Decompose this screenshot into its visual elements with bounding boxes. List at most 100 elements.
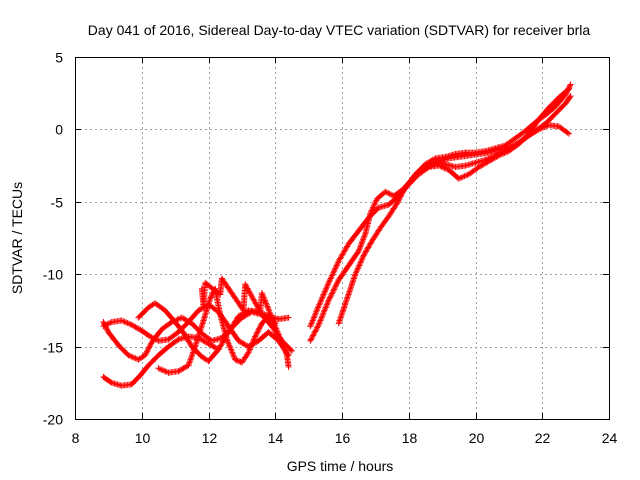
data-point <box>165 368 180 376</box>
data-point <box>465 165 481 178</box>
data-point <box>135 353 147 363</box>
data-point <box>192 319 206 350</box>
data-point <box>105 329 121 347</box>
data-point <box>545 95 561 111</box>
axis-ticks: 8 10 12 14 16 18 20 22 24 -20 -15 -10 -5 0 5 <box>43 50 618 447</box>
data-point <box>172 319 188 337</box>
data-points <box>100 81 574 389</box>
data-point <box>335 263 351 283</box>
data-point <box>182 332 195 349</box>
data-point <box>335 297 350 327</box>
data-point <box>360 239 375 259</box>
data-point <box>200 281 209 310</box>
x-tick-label: 24 <box>602 430 618 446</box>
data-point <box>137 363 151 379</box>
y-tick-label: -10 <box>43 267 63 283</box>
data-point <box>352 253 367 278</box>
data-point <box>275 314 292 323</box>
y-tick-label: -5 <box>51 195 64 211</box>
data-point <box>475 159 491 170</box>
data-point <box>142 340 155 359</box>
data-point <box>345 228 361 247</box>
data-point <box>412 162 428 178</box>
data-point <box>158 319 174 333</box>
data-point <box>135 305 151 321</box>
data-point <box>315 298 332 328</box>
data-point <box>562 81 574 98</box>
data-point <box>502 143 518 155</box>
data-point <box>552 101 568 117</box>
data-point <box>252 321 265 340</box>
x-tick-label: 20 <box>469 430 485 446</box>
data-point <box>325 259 341 286</box>
data-point <box>542 104 558 118</box>
data-point <box>512 128 528 142</box>
data-point <box>217 311 230 341</box>
data-point <box>522 120 538 134</box>
data-point <box>138 327 152 339</box>
data-point <box>555 123 572 137</box>
data-point <box>265 329 281 343</box>
data-point <box>369 226 383 244</box>
data-point <box>145 353 161 369</box>
data-point <box>562 93 574 107</box>
y-tick-label: 0 <box>55 122 63 138</box>
data-point <box>155 344 171 359</box>
y-tick-label: -15 <box>43 340 63 356</box>
data-point <box>307 304 321 330</box>
x-axis-label: GPS time / hours <box>287 458 394 474</box>
chart-title: Day 041 of 2016, Sidereal Day-to-day VTE… <box>88 22 591 38</box>
data-point <box>385 201 400 220</box>
data-point <box>162 307 178 324</box>
data-point <box>452 162 468 170</box>
data-point <box>242 281 263 314</box>
data-point <box>522 128 538 142</box>
series-rise-4 <box>422 93 574 170</box>
data-point <box>532 121 548 134</box>
data-point <box>532 112 548 126</box>
x-tick-label: 14 <box>268 430 284 446</box>
data-point <box>165 330 181 343</box>
data-point <box>165 337 181 350</box>
data-point <box>225 314 241 336</box>
data-point <box>402 172 418 191</box>
data-point <box>128 373 142 388</box>
data-point <box>362 211 373 237</box>
data-point <box>223 336 238 362</box>
data-point <box>283 352 292 370</box>
data-point <box>100 374 114 385</box>
data-point <box>377 214 391 231</box>
y-tick-label: 5 <box>55 50 63 66</box>
data-point <box>118 317 134 328</box>
data-point <box>355 232 368 254</box>
data-point <box>200 297 213 324</box>
data-point <box>542 111 558 127</box>
y-tick-label: -20 <box>43 412 63 428</box>
series-arc-a <box>100 333 222 389</box>
data-point <box>325 278 341 304</box>
data-point <box>218 275 246 313</box>
grid <box>75 57 609 419</box>
data-point <box>245 334 258 356</box>
data-point <box>307 323 321 344</box>
data-point <box>258 290 290 357</box>
data-point <box>394 185 408 207</box>
data-point <box>492 148 508 159</box>
data-point <box>232 356 244 365</box>
data-point <box>315 281 331 310</box>
data-point <box>175 363 191 375</box>
data-point <box>344 272 358 302</box>
x-tick-label: 10 <box>135 430 151 446</box>
x-tick-label: 12 <box>202 430 218 446</box>
data-point <box>552 92 568 110</box>
x-tick-label: 16 <box>335 430 351 446</box>
data-point <box>100 319 114 330</box>
data-point <box>345 249 361 269</box>
data-point <box>512 136 528 149</box>
data-point <box>152 300 167 313</box>
data-point <box>335 242 351 265</box>
data-point <box>205 347 221 365</box>
data-point <box>482 153 498 163</box>
data-point <box>115 342 131 358</box>
x-tick-label: 8 <box>72 430 80 446</box>
